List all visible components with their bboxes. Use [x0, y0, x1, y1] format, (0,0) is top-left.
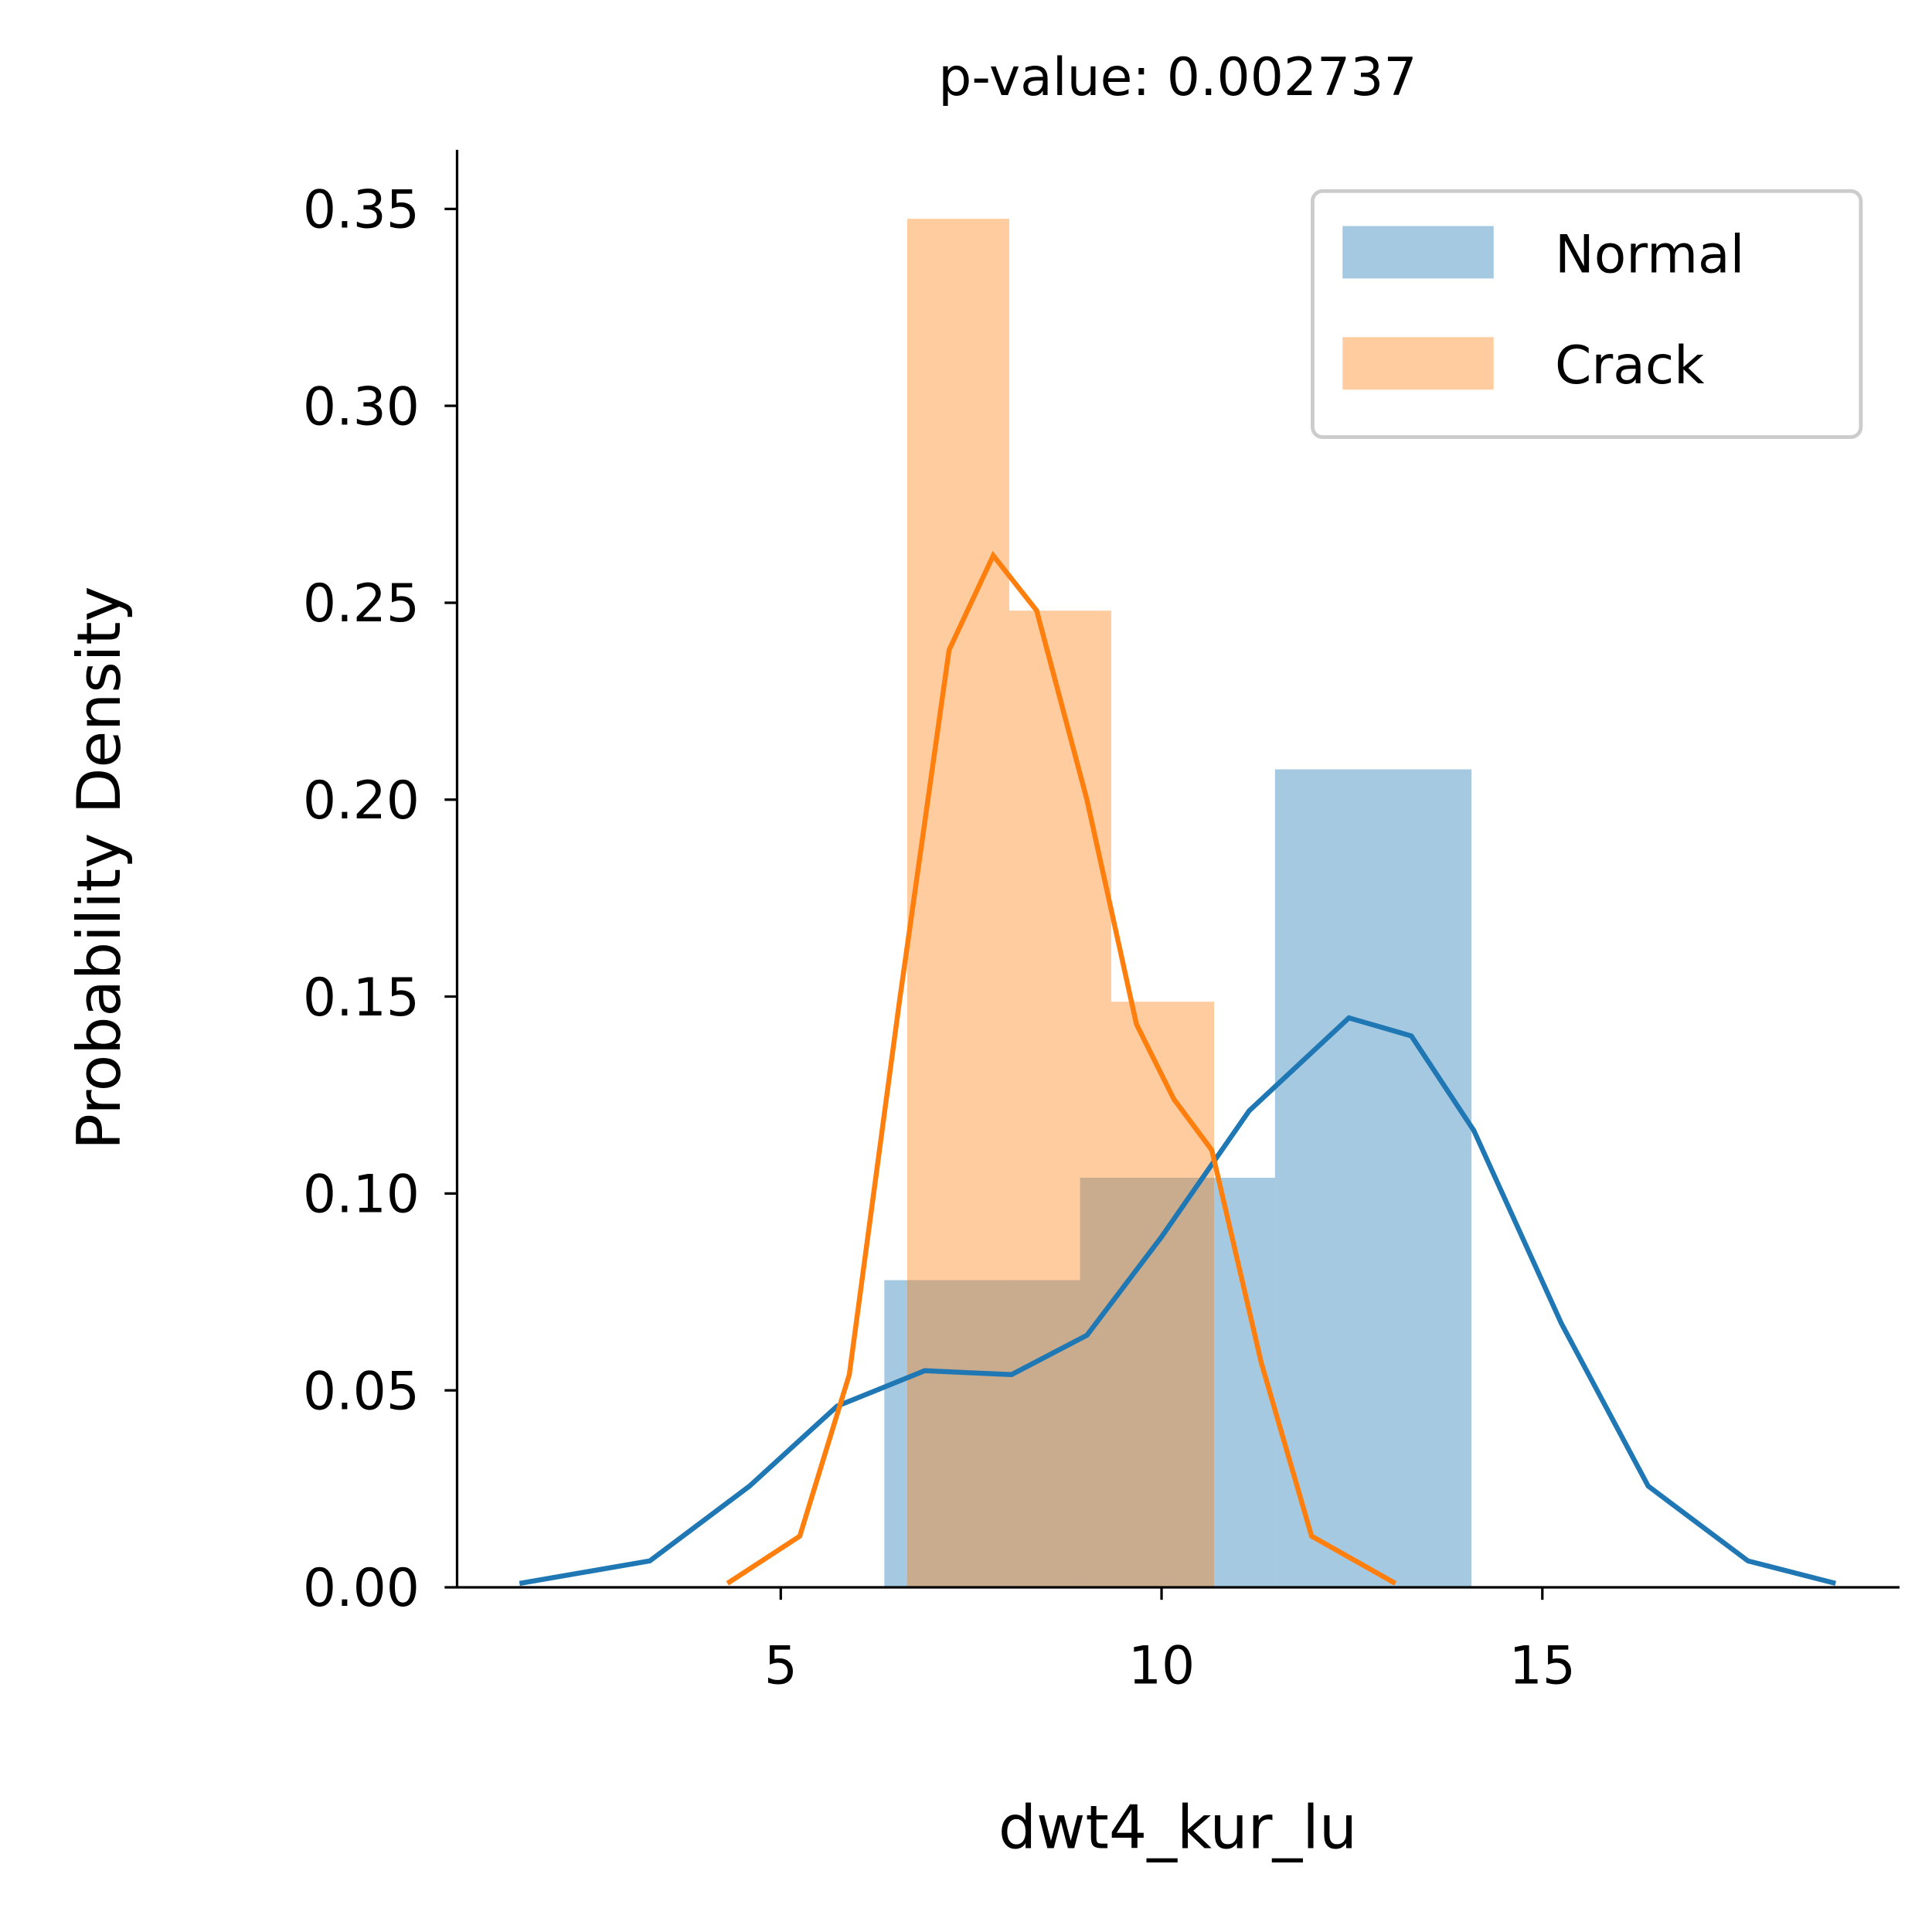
y-tick-label: 0.00 — [303, 1558, 420, 1619]
y-tick-label: 0.10 — [303, 1165, 420, 1226]
legend-box — [1311, 189, 1863, 440]
legend-swatch — [1342, 337, 1494, 390]
y-axis-label: Probability Density — [65, 586, 134, 1149]
chart-title: p-value: 0.002737 — [938, 47, 1417, 108]
kde-line — [726, 550, 1397, 1586]
y-tick-label: 0.30 — [303, 376, 420, 437]
histogram-bar — [884, 1280, 1080, 1587]
x-axis-label: dwt4_kur_lu — [998, 1794, 1357, 1863]
legend-label: Crack — [1555, 335, 1705, 396]
histogram-bar — [1080, 1177, 1275, 1587]
kde-line — [519, 1015, 1837, 1587]
x-tick-label: 15 — [1509, 1635, 1576, 1696]
y-tick-label: 0.15 — [303, 968, 420, 1029]
histogram-bar — [906, 219, 1009, 1587]
y-tick-label: 0.25 — [303, 573, 420, 634]
legend-swatch — [1342, 226, 1494, 279]
x-tick-label: 5 — [764, 1635, 798, 1696]
histogram-bar — [1009, 611, 1112, 1587]
y-tick-label: 0.35 — [303, 180, 420, 241]
x-tick-label: 10 — [1128, 1635, 1195, 1696]
histogram-bar — [1111, 1002, 1215, 1587]
legend-label: Normal — [1555, 224, 1745, 285]
y-tick-label: 0.05 — [303, 1361, 420, 1422]
histogram-bar — [1274, 769, 1472, 1587]
y-tick-label: 0.20 — [303, 770, 420, 832]
